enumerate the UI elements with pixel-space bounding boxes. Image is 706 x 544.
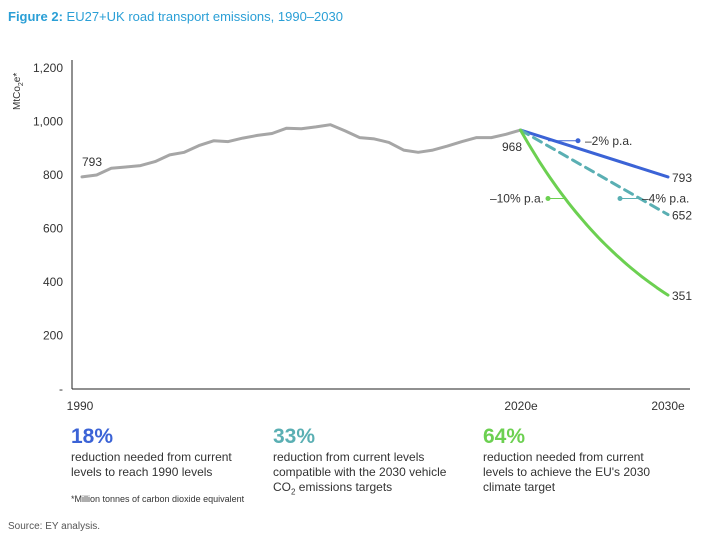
chart-axes: - 200 400 600 800 1,000 1,200 1990 2020e 2030e MtC… bbox=[12, 60, 690, 413]
y-tick-label: 400 bbox=[43, 275, 63, 289]
stat-desc-part: emissions targets bbox=[295, 480, 393, 494]
stat-percent: 33% bbox=[273, 425, 316, 448]
source-note: Source: EY analysis. bbox=[8, 521, 101, 532]
stat-description: reduction needed from current levels to … bbox=[483, 450, 651, 494]
y-tick-label: - bbox=[59, 382, 63, 396]
stat-description: reduction needed from current levels to … bbox=[71, 450, 232, 479]
data-label-end: 652 bbox=[672, 209, 692, 223]
y-tick-label: 1,000 bbox=[33, 115, 63, 129]
series-line--2-p-a- bbox=[519, 128, 670, 179]
series-line--4-p-a- bbox=[519, 128, 670, 217]
y-tick-label: 600 bbox=[43, 222, 63, 236]
rate-label-4pct: –4% p.a. bbox=[642, 192, 689, 206]
stat-18: 18% reduction needed from current levels… bbox=[71, 424, 261, 480]
data-label-start: 793 bbox=[82, 155, 102, 169]
y-tick-label: 200 bbox=[43, 329, 63, 343]
y-tick-label: 1,200 bbox=[33, 61, 63, 75]
data-label-end: 793 bbox=[672, 171, 692, 185]
figure-label: Figure 2: bbox=[8, 9, 63, 24]
stat-64: 64% reduction needed from current levels… bbox=[483, 424, 673, 495]
line-chart: - 200 400 600 800 1,000 1,200 1990 2020e 2030e MtC… bbox=[12, 60, 692, 413]
series-line-historical bbox=[80, 123, 522, 179]
x-tick-label: 2020e bbox=[504, 399, 538, 413]
stat-percent: 18% bbox=[71, 425, 114, 448]
rate-label-10pct: –10% p.a. bbox=[490, 192, 544, 206]
stat-desc-part: reduction from current levels compatible… bbox=[273, 450, 447, 494]
stat-description: reduction from current levels compatible… bbox=[273, 450, 463, 499]
footnote: *Million tonnes of carbon dioxide equiva… bbox=[71, 494, 245, 504]
series-line--10-p-a- bbox=[519, 128, 670, 297]
y-axis-label: MtCo2e* bbox=[12, 73, 25, 110]
x-tick-label: 1990 bbox=[67, 399, 94, 413]
figure-title-text: EU27+UK road transport emissions, 1990–2… bbox=[66, 9, 343, 24]
data-label-2020: 968 bbox=[502, 140, 522, 154]
figure-title: Figure 2: EU27+UK road transport emissio… bbox=[8, 9, 343, 24]
chart-lines bbox=[80, 123, 670, 297]
stat-percent: 64% bbox=[483, 425, 526, 448]
stat-33: 33% reduction from current levels compat… bbox=[273, 424, 463, 499]
rate-label-2pct: –2% p.a. bbox=[585, 134, 632, 148]
stat-desc-sub: 2 bbox=[291, 487, 296, 497]
data-label-end: 351 bbox=[672, 289, 692, 303]
leader-dot-2pct bbox=[575, 138, 581, 144]
y-tick-label: 800 bbox=[43, 168, 63, 182]
x-tick-label: 2030e bbox=[651, 399, 685, 413]
chart-labels: 793 968 793 652 351 –2% p.a. –4% p.a. –10% p.a. bbox=[82, 134, 692, 303]
